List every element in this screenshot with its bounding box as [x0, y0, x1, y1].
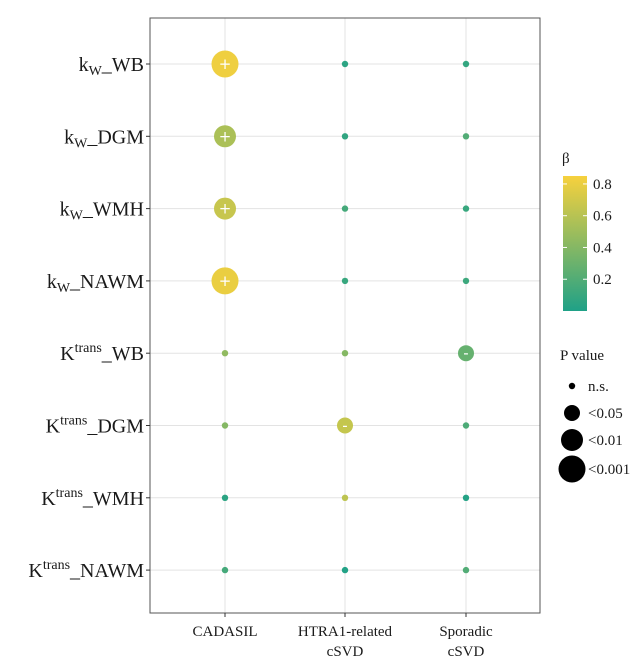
size-legend-label: <0.01	[588, 433, 623, 449]
y-tick-label: Ktrans_WB	[60, 341, 144, 365]
data-point	[221, 494, 229, 501]
y-tick-suffix: _NAWM	[69, 560, 144, 582]
size-legend-key	[558, 455, 586, 483]
data-point	[462, 60, 470, 68]
color-legend-title: β	[562, 151, 570, 167]
y-tick-label: Ktrans_NAWM	[28, 558, 144, 582]
data-point	[221, 422, 229, 429]
y-tick-suffix: _WMH	[82, 488, 144, 510]
data-point	[341, 205, 349, 212]
y-tick-base: k	[79, 54, 89, 76]
data-point	[341, 60, 349, 68]
data-point-sign: -	[463, 344, 468, 362]
y-tick-label: kW_NAWM	[47, 271, 144, 296]
y-tick-subscript: W	[74, 136, 88, 151]
y-tick-base: K	[41, 488, 56, 510]
data-point-sign: +	[219, 127, 232, 145]
data-point	[211, 50, 239, 78]
y-tick-superscript: trans	[56, 486, 83, 501]
data-point	[341, 350, 349, 357]
x-tick-label: CADASIL	[192, 624, 257, 640]
data-point	[211, 267, 239, 295]
data-point	[462, 277, 470, 285]
y-tick-suffix: _NAWM	[69, 271, 144, 293]
y-tick-base: K	[28, 560, 43, 582]
data-point	[341, 133, 349, 140]
y-tick-suffix: _WMH	[82, 199, 144, 221]
data-point	[462, 494, 470, 501]
data-point	[462, 133, 470, 140]
x-tick-label: Sporadic	[439, 624, 493, 640]
size-legend-label: <0.001	[588, 462, 630, 478]
data-point	[341, 494, 349, 501]
size-legend-label: <0.05	[588, 406, 623, 422]
color-legend-label: 0.8	[593, 177, 612, 193]
y-tick-label: Ktrans_DGM	[46, 414, 145, 438]
size-legend-title: P value	[560, 348, 604, 364]
color-legend-bar	[563, 176, 587, 311]
x-tick-label: cSVD	[448, 644, 485, 659]
y-tick-suffix: _DGM	[86, 416, 144, 438]
y-tick-base: k	[64, 126, 74, 148]
data-point	[458, 345, 474, 362]
y-tick-base: K	[46, 416, 61, 438]
data-point	[221, 566, 229, 574]
y-tick-superscript: trans	[43, 558, 70, 573]
data-point	[462, 422, 470, 429]
data-point	[214, 197, 236, 220]
data-point-sign: +	[219, 55, 232, 73]
y-tick-base: k	[60, 199, 70, 221]
y-tick-subscript: W	[70, 209, 84, 224]
data-point	[337, 417, 353, 434]
data-point	[221, 350, 229, 357]
y-tick-label: kW_WMH	[60, 199, 144, 224]
x-tick-label: HTRA1-related	[298, 624, 393, 640]
y-tick-label: kW_WB	[79, 54, 144, 79]
y-tick-label: Ktrans_WMH	[41, 486, 144, 510]
data-point-sign: +	[219, 200, 232, 218]
y-tick-superscript: trans	[75, 341, 102, 356]
data-point-sign: +	[219, 272, 232, 290]
y-tick-suffix: _WB	[101, 54, 144, 76]
data-point	[341, 566, 349, 574]
color-legend-label: 0.4	[593, 240, 612, 256]
x-tick-label: cSVD	[327, 644, 364, 659]
y-tick-superscript: trans	[60, 414, 87, 429]
size-legend-key	[561, 429, 583, 451]
data-point-sign: -	[342, 417, 347, 435]
size-legend-key	[564, 405, 580, 421]
y-tick-subscript: W	[57, 281, 71, 296]
data-point	[214, 125, 236, 148]
y-tick-base: k	[47, 271, 57, 293]
data-point	[462, 566, 470, 574]
data-point	[341, 277, 349, 285]
y-tick-base: K	[60, 343, 75, 365]
size-legend-label: n.s.	[588, 379, 609, 395]
y-tick-subscript: W	[89, 64, 103, 79]
y-tick-suffix: _DGM	[86, 126, 144, 148]
y-tick-label: kW_DGM	[64, 126, 144, 151]
color-legend-label: 0.2	[593, 272, 612, 288]
y-tick-suffix: _WB	[101, 343, 144, 365]
size-legend-key	[568, 382, 576, 390]
data-point	[462, 205, 470, 212]
color-legend-label: 0.6	[593, 209, 612, 225]
